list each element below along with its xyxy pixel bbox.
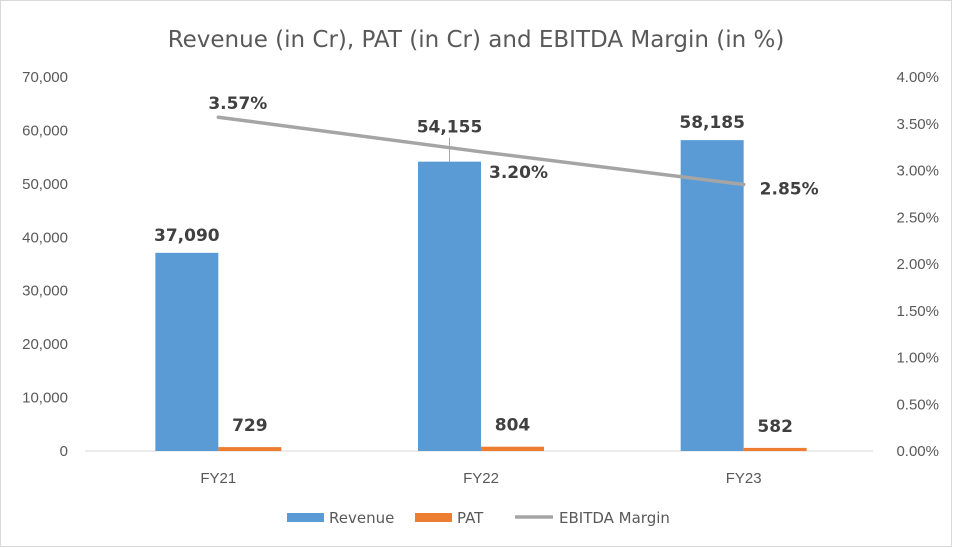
pat-data-label: 582	[757, 417, 793, 437]
revenue-data-label: 37,090	[154, 226, 220, 246]
legend-pat-label: PAT	[457, 509, 484, 527]
y-left-tick-label: 50,000	[22, 176, 68, 193]
y-right-tick-label: 0.50%	[896, 396, 939, 413]
pat-bar	[743, 447, 807, 451]
pat-bar	[481, 446, 544, 451]
ebitda-data-label: 3.57%	[208, 94, 267, 114]
y-right-tick-label: 1.00%	[896, 350, 939, 367]
chart-title: Revenue (in Cr), PAT (in Cr) and EBITDA …	[168, 27, 785, 53]
y-right-tick-label: 3.00%	[896, 163, 939, 180]
revenue-bar	[680, 140, 744, 451]
ebitda-data-label: 3.20%	[489, 163, 548, 183]
y-right-tick-label: 1.50%	[896, 303, 939, 320]
y-left-tick-label: 40,000	[22, 229, 68, 246]
revenue-bar	[418, 161, 481, 451]
y-right-tick-label: 4.00%	[896, 69, 939, 86]
y-left-tick-label: 10,000	[22, 390, 68, 407]
pat-data-label: 804	[495, 416, 531, 436]
y-left-tick-label: 0	[60, 443, 68, 460]
y-left-tick-label: 60,000	[22, 122, 68, 139]
y-right-tick-label: 2.50%	[896, 209, 939, 226]
y-right-tick-label: 0.00%	[896, 443, 939, 460]
pat-data-label: 729	[232, 416, 268, 436]
x-tick-label: FY22	[463, 470, 499, 487]
legend-revenue-swatch	[287, 513, 324, 522]
y-right-tick-label: 2.00%	[896, 256, 939, 273]
x-tick-label: FY23	[726, 470, 762, 487]
pat-bar	[218, 447, 282, 451]
revenue-data-label: 54,155	[417, 118, 483, 138]
legend-pat-swatch	[415, 513, 452, 522]
revenue-data-label: 58,185	[679, 113, 745, 133]
y-left-tick-label: 20,000	[22, 336, 68, 353]
y-left-tick-label: 70,000	[22, 69, 68, 86]
legend-ebitda-label: EBITDA Margin	[559, 509, 670, 527]
y-left-tick-label: 30,000	[22, 283, 68, 300]
ebitda-data-label: 2.85%	[760, 180, 819, 200]
x-tick-label: FY21	[200, 470, 236, 487]
y-right-tick-label: 3.50%	[896, 116, 939, 133]
legend-revenue-label: Revenue	[329, 509, 394, 527]
revenue-bar	[155, 252, 219, 451]
